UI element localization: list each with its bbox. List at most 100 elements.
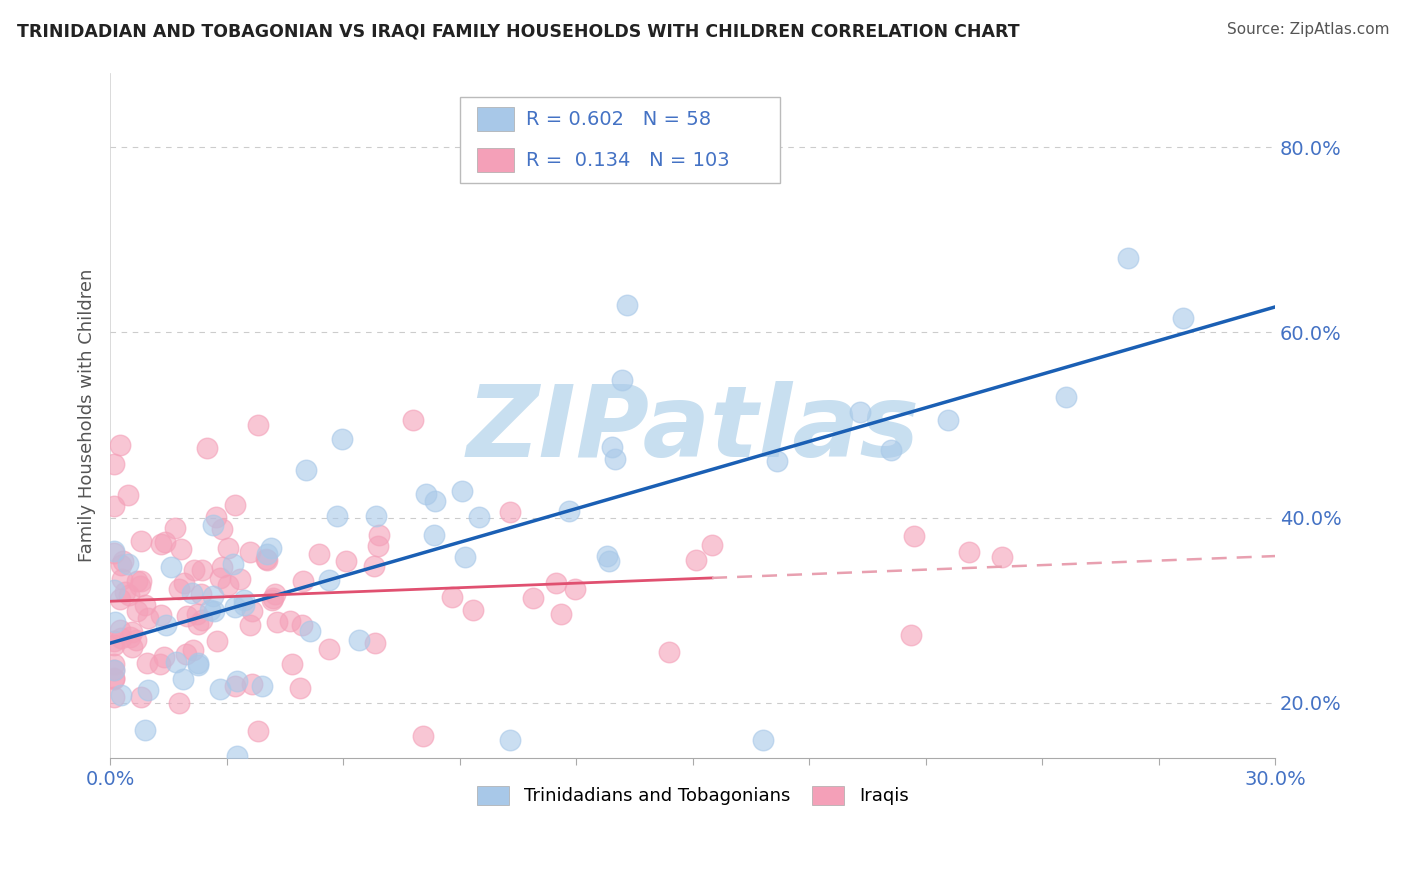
Point [202, 603, 225, 617]
FancyBboxPatch shape [460, 97, 780, 183]
Point [280, 614, 302, 628]
Point [149, 607, 172, 622]
Point [112, 554, 135, 568]
Point [187, 657, 209, 672]
Point [136, 611, 159, 625]
Point [176, 608, 198, 623]
Point [150, 537, 173, 551]
Text: Source: ZipAtlas.com: Source: ZipAtlas.com [1226, 22, 1389, 37]
Point [441, 590, 464, 604]
Point [903, 529, 925, 543]
Point [202, 589, 225, 603]
Point [172, 673, 194, 687]
Point [160, 560, 183, 574]
Point [121, 625, 143, 640]
Point [217, 541, 239, 556]
Point [347, 633, 370, 648]
Point [187, 617, 209, 632]
Point [295, 463, 318, 477]
Point [198, 603, 221, 617]
Point [224, 679, 246, 693]
Point [118, 588, 141, 602]
Point [129, 690, 152, 705]
Point [191, 563, 214, 577]
Point [103, 638, 125, 652]
Point [363, 559, 385, 574]
Point [187, 656, 209, 670]
Point [263, 587, 285, 601]
Point [368, 528, 391, 542]
Point [186, 607, 208, 621]
Point [225, 674, 247, 689]
Point [217, 578, 239, 592]
Point [233, 592, 256, 607]
Point [463, 603, 485, 617]
Point [751, 732, 773, 747]
Point [266, 615, 288, 629]
Point [412, 729, 434, 743]
Text: R = 0.602   N = 58: R = 0.602 N = 58 [526, 110, 711, 128]
Point [110, 573, 132, 587]
Point [222, 557, 245, 571]
Point [153, 535, 176, 549]
Point [658, 645, 681, 659]
Point [936, 413, 959, 427]
Point [191, 613, 214, 627]
Point [149, 657, 172, 672]
Point [103, 663, 125, 677]
Point [364, 635, 387, 649]
Point [900, 628, 922, 642]
Point [262, 591, 284, 606]
Point [226, 748, 249, 763]
Point [165, 521, 187, 535]
Point [318, 642, 340, 657]
Point [240, 604, 263, 618]
Point [522, 591, 544, 605]
Point [209, 571, 232, 585]
Point [256, 547, 278, 561]
Point [110, 631, 132, 645]
Y-axis label: Family Households with Children: Family Households with Children [79, 269, 96, 562]
Point [108, 438, 131, 452]
Point [121, 640, 143, 654]
Point [600, 440, 623, 454]
Point [127, 574, 149, 588]
Point [557, 504, 579, 518]
Point [167, 696, 190, 710]
Point [364, 509, 387, 524]
Point [134, 723, 156, 737]
Point [596, 549, 619, 563]
Point [308, 547, 330, 561]
Point [136, 656, 159, 670]
Point [208, 682, 231, 697]
Point [256, 553, 278, 567]
Point [415, 487, 437, 501]
Point [685, 553, 707, 567]
Point [291, 618, 314, 632]
Point [498, 505, 520, 519]
Point [298, 624, 321, 638]
Point [103, 546, 125, 560]
Point [211, 522, 233, 536]
Point [330, 433, 353, 447]
Text: ZIPatlas: ZIPatlas [467, 381, 920, 478]
Point [240, 677, 263, 691]
Point [402, 413, 425, 427]
Point [155, 618, 177, 632]
Point [195, 441, 218, 455]
Point [1173, 310, 1195, 325]
Point [260, 541, 283, 556]
Point [211, 560, 233, 574]
Point [190, 587, 212, 601]
Point [103, 663, 125, 677]
Point [181, 643, 204, 657]
Point [104, 615, 127, 630]
Point [120, 630, 142, 644]
Point [335, 554, 357, 568]
Point [153, 649, 176, 664]
Point [224, 498, 246, 512]
Point [239, 545, 262, 559]
Point [114, 584, 136, 599]
Point [423, 493, 446, 508]
Point [108, 623, 131, 637]
